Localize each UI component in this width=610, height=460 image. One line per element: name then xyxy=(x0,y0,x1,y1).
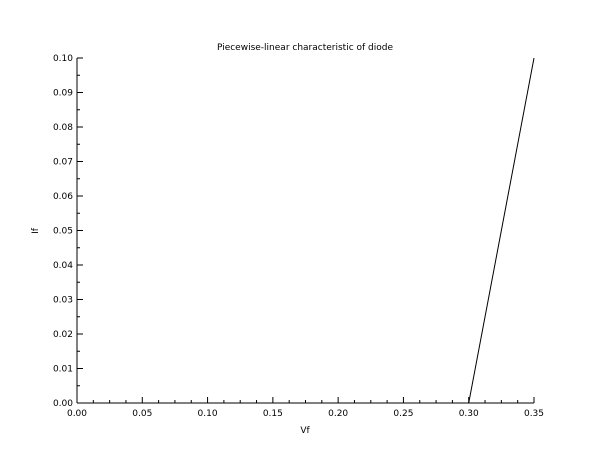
x-tick-label: 0.05 xyxy=(132,409,152,419)
x-tick-label: 0.00 xyxy=(67,409,87,419)
y-tick-label: 0.05 xyxy=(53,227,73,237)
y-tick-label: 0.06 xyxy=(53,192,73,202)
x-tick-label: 0.35 xyxy=(524,409,544,419)
y-axis-label: If xyxy=(31,227,41,234)
y-tick-label: 0.08 xyxy=(53,123,73,133)
x-tick-label: 0.30 xyxy=(459,409,479,419)
x-tick-label: 0.15 xyxy=(263,409,283,419)
y-tick-label: 0.01 xyxy=(53,365,73,375)
series-group xyxy=(77,57,535,404)
y-tick-label: 0.02 xyxy=(53,330,73,340)
x-axis-label: Vf xyxy=(300,426,310,436)
series-line xyxy=(77,57,535,404)
x-tick-label: 0.10 xyxy=(198,409,218,419)
y-tick-label: 0.00 xyxy=(53,399,73,409)
y-tick-label: 0.09 xyxy=(53,89,73,99)
y-tick-label: 0.04 xyxy=(53,261,73,271)
y-tick-label: 0.03 xyxy=(53,296,73,306)
x-tick-label: 0.25 xyxy=(393,409,413,419)
chart-title: Piecewise-linear characteristic of diode xyxy=(217,43,393,53)
y-tick-label: 0.07 xyxy=(53,158,73,168)
y-tick-label: 0.10 xyxy=(53,54,73,64)
x-tick-label: 0.20 xyxy=(328,409,348,419)
